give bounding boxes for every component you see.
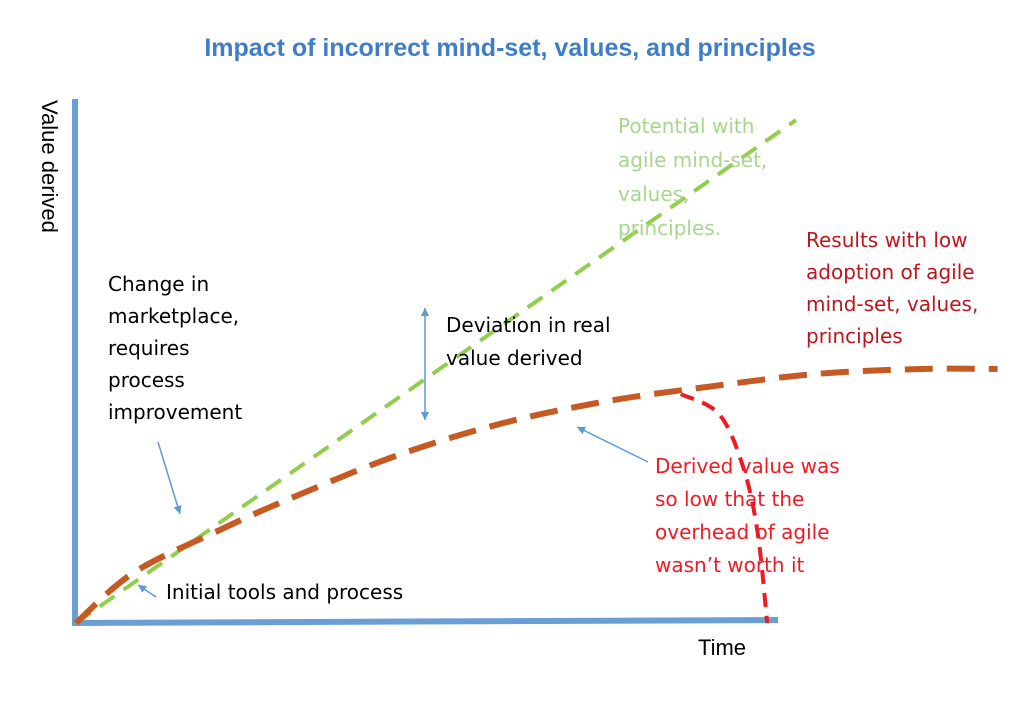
chart-title: Impact of incorrect mind-set, values, an… (204, 34, 815, 62)
y-axis-label: Value derived (37, 100, 62, 233)
annotation-line: Deviation in real (446, 313, 611, 337)
initial-arrow (137, 584, 157, 598)
annotation-results-label: Results with low adoption of agile mind-se… (806, 228, 978, 348)
annotation-line: improvement (108, 400, 242, 424)
annotation-line: process (108, 368, 185, 392)
annotation-line: values, (618, 182, 689, 206)
annotation-line: so low that the (655, 487, 804, 511)
annotation-line: overhead of agile (655, 520, 830, 544)
annotation-line: principles (806, 324, 903, 348)
annotation-change-label: Change in marketplace, requires process impr… (108, 272, 242, 424)
annotation-line: adoption of agile (806, 260, 975, 284)
annotation-line: requires (108, 336, 190, 360)
annotation-line: Potential with (618, 114, 754, 138)
annotation-deviation-label: Deviation in real value derived (446, 313, 611, 370)
series-line-results (73, 365, 998, 626)
annotation-line: Derived value was (655, 454, 840, 478)
annotation-line: principles. (618, 216, 721, 240)
annotation-potential-label: Potential with agile mind-set, values, prin… (618, 114, 767, 240)
annotation-line: marketplace, (108, 304, 239, 328)
annotations: Potential with agile mind-set, values, prin… (108, 114, 978, 604)
x-axis (71, 617, 779, 626)
annotation-line: agile mind-set, (618, 148, 767, 172)
change-arrow (157, 441, 182, 515)
annotation-line: value derived (446, 346, 583, 370)
derived-arrow (576, 426, 649, 463)
annotation-line: wasn’t worth it (655, 553, 805, 577)
annotation-line: Initial tools and process (166, 580, 403, 604)
annotation-line: Change in (108, 272, 209, 296)
series-group (73, 118, 998, 626)
series-line-dropoff (679, 392, 770, 624)
annotation-derived-label: Derived value was so low that the overhead… (655, 454, 840, 577)
annotation-initial-label: Initial tools and process (166, 580, 403, 604)
annotation-line: Results with low (806, 228, 968, 252)
deviation-arrow (420, 308, 430, 420)
x-axis-label: Time (698, 635, 746, 660)
annotation-arrows (137, 308, 649, 598)
annotation-line: mind-set, values, (806, 292, 978, 316)
